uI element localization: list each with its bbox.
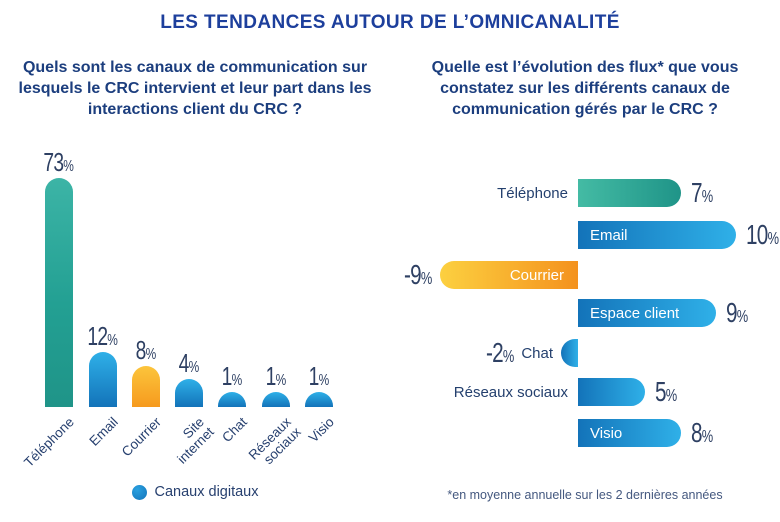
value-text-visio: 1%: [308, 361, 330, 391]
flow-evolution-bar-chart: Téléphone 7% Email 10% Courrier -9% Espace cli…: [390, 165, 780, 480]
value-reseaux-sociaux: 5%: [655, 375, 685, 409]
value-visio: 8%: [691, 416, 721, 450]
bar-telephone: [45, 178, 73, 407]
percent-sign: %: [701, 426, 714, 446]
value-text-chat: -2%: [485, 337, 515, 368]
bar-espace-client: Espace client: [578, 299, 716, 327]
channel-share-bar-chart: 73% Téléphone 12% Email 8% Courrier 4% Site inte…: [0, 140, 390, 470]
bar-courrier: [132, 366, 160, 407]
bar-visio: Visio: [578, 419, 681, 447]
value-chat: -2% Chat: [476, 336, 553, 370]
value-courrier: -9%: [394, 258, 432, 292]
value-site-internet: 4%: [147, 348, 231, 379]
value-text-telephone: 73%: [43, 147, 75, 177]
bar-label-email: Email: [590, 226, 628, 244]
value-telephone: 7%: [691, 176, 721, 210]
page-title: LES TENDANCES AUTOUR DE L’OMNICANALITÉ: [160, 12, 620, 33]
bar-visio: [305, 392, 333, 407]
value-text-courrier: 8%: [135, 335, 157, 365]
value-telephone: 73%: [17, 147, 101, 178]
bar-email: Email: [578, 221, 736, 249]
bar-email: [89, 352, 117, 407]
bar-reseaux-sociaux: [578, 378, 645, 406]
value-email: 10%: [746, 218, 780, 252]
value-reseaux-sociaux: 1%: [234, 361, 318, 392]
value-text-reseaux-sociaux: 1%: [265, 361, 287, 391]
footnote: *en moyenne annuelle sur les 2 dernières…: [447, 488, 723, 502]
category-label-text-reseaux-sociaux: Réseaux sociaux: [453, 383, 568, 401]
value-text-courrier: -9%: [403, 259, 432, 290]
legend-label: Canaux digitaux: [154, 484, 259, 500]
percent-sign: %: [318, 371, 330, 389]
percent-sign: %: [420, 268, 432, 288]
percent-sign: %: [63, 157, 75, 175]
value-text-email: 10%: [746, 219, 779, 250]
value-text-espace-client: 9%: [726, 297, 749, 328]
percent-sign: %: [188, 358, 200, 376]
bar-chat: [218, 392, 246, 407]
right-chart-question: Quelle est l’évolution des flux* que vou…: [431, 59, 739, 118]
circle-icon: [131, 484, 147, 500]
bar-chat: [561, 339, 578, 367]
left-chart-question: Quels sont les canaux de communication s…: [18, 59, 372, 118]
value-espace-client: 9%: [726, 296, 756, 330]
bar-label-visio: Visio: [590, 424, 623, 442]
value-chat: 1%: [190, 361, 274, 392]
percent-sign: %: [736, 306, 749, 326]
percent-sign: %: [145, 345, 157, 363]
category-label-text-telephone: Téléphone: [497, 184, 568, 202]
percent-sign: %: [231, 371, 243, 389]
value-courrier: 8%: [104, 335, 188, 366]
value-visio: 1%: [277, 361, 361, 392]
value-email: 12%: [61, 321, 145, 352]
percent-sign: %: [767, 228, 779, 248]
bar-reseaux-sociaux: [262, 392, 290, 407]
value-text-visio: 8%: [691, 417, 714, 448]
value-text-email: 12%: [87, 321, 119, 351]
value-text-site-internet: 4%: [178, 348, 200, 378]
percent-sign: %: [502, 346, 515, 366]
percent-sign: %: [665, 385, 678, 405]
bar-courrier: Courrier: [440, 261, 578, 289]
legend: Canaux digitaux: [0, 484, 390, 500]
bar-label-espace-client: Espace client: [590, 304, 680, 322]
bar-label-courrier: Courrier: [509, 266, 564, 284]
category-label-chat: Chat: [521, 344, 553, 362]
percent-sign: %: [275, 371, 287, 389]
category-label-reseaux-sociaux: Réseaux sociaux: [454, 375, 568, 409]
value-text-telephone: 7%: [691, 177, 714, 208]
value-text-reseaux-sociaux: 5%: [655, 376, 678, 407]
category-label-telephone: Téléphone: [497, 176, 568, 210]
percent-sign: %: [107, 331, 119, 349]
bar-telephone: [578, 179, 681, 207]
percent-sign: %: [701, 186, 714, 206]
bar-site-internet: [175, 379, 203, 407]
value-text-chat: 1%: [221, 361, 243, 391]
